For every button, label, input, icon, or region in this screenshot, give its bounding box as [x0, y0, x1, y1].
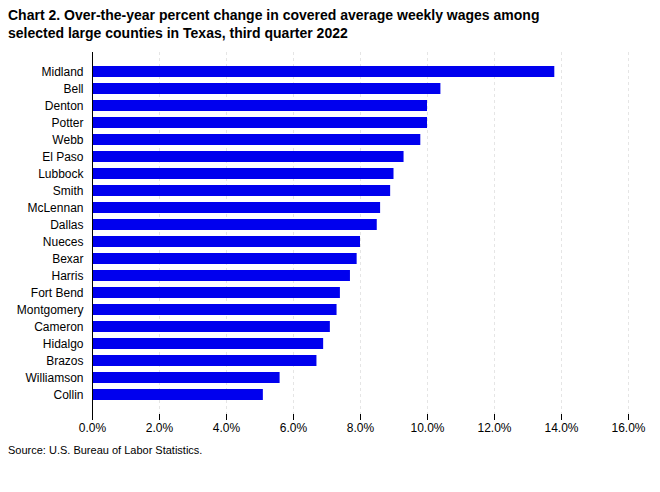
svg-text:Lubbock: Lubbock — [38, 167, 84, 181]
svg-text:Dallas: Dallas — [50, 218, 83, 232]
html-text:selected large counties in Tex: selected large counties in Texas, third … — [8, 25, 348, 41]
svg-text:Hidalgo: Hidalgo — [43, 337, 84, 351]
svg-text:0.0%: 0.0% — [79, 421, 107, 435]
svg-text:Smith: Smith — [53, 184, 84, 198]
svg-text:Midland: Midland — [41, 65, 83, 79]
svg-text:12.0%: 12.0% — [477, 421, 511, 435]
svg-text:10.0%: 10.0% — [410, 421, 444, 435]
svg-text:Nueces: Nueces — [43, 235, 84, 249]
svg-text:Cameron: Cameron — [34, 320, 83, 334]
svg-text:Webb: Webb — [52, 133, 83, 147]
svg-text:Denton: Denton — [45, 99, 84, 113]
svg-text:8.0%: 8.0% — [347, 421, 375, 435]
svg-text:Bell: Bell — [63, 82, 83, 96]
svg-text:2.0%: 2.0% — [146, 421, 174, 435]
svg-text:4.0%: 4.0% — [213, 421, 241, 435]
svg-text:Collin: Collin — [53, 388, 83, 402]
svg-text:Potter: Potter — [51, 116, 83, 130]
svg-text:McLennan: McLennan — [27, 201, 83, 215]
svg-text:Bexar: Bexar — [52, 252, 83, 266]
svg-text:El Paso: El Paso — [42, 150, 84, 164]
svg-text:16.0%: 16.0% — [611, 421, 645, 435]
html-text:Chart 2. Over-the-year percent: Chart 2. Over-the-year percent change in… — [8, 7, 540, 23]
svg-text:Brazos: Brazos — [46, 354, 83, 368]
svg-text:Williamson: Williamson — [25, 371, 83, 385]
svg-text:Fort Bend: Fort Bend — [31, 286, 84, 300]
svg-text:Harris: Harris — [52, 269, 84, 283]
svg-text:6.0%: 6.0% — [280, 421, 308, 435]
html-text:Source: U.S. Bureau of Labor S: Source: U.S. Bureau of Labor Statistics. — [8, 444, 203, 456]
svg-text:Montgomery: Montgomery — [17, 303, 84, 317]
svg-text:14.0%: 14.0% — [544, 421, 578, 435]
